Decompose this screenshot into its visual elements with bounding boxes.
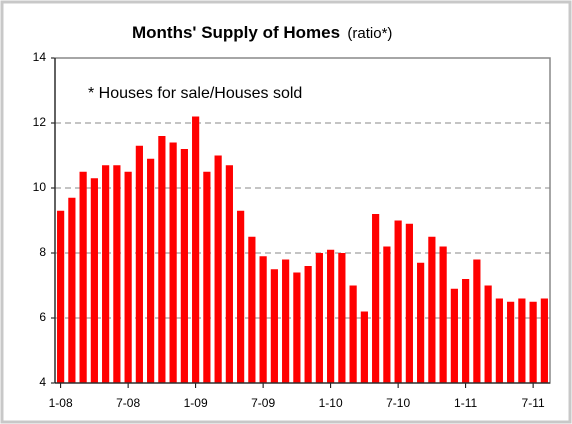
bar (327, 249, 335, 383)
annotation: * Houses for sale/Houses sold (88, 85, 302, 102)
bar (270, 269, 278, 383)
bar (90, 178, 98, 383)
bar (439, 246, 447, 383)
bar (214, 155, 222, 383)
bar (540, 298, 548, 383)
bar (428, 236, 436, 383)
bar (124, 171, 132, 383)
y-tick-label: 8 (39, 245, 46, 259)
bar (473, 259, 481, 383)
bar (394, 220, 402, 383)
x-tick-label: 7-10 (386, 396, 410, 410)
bar (113, 165, 121, 383)
bar (282, 259, 290, 383)
bar (507, 301, 515, 383)
x-tick-label: 7-09 (251, 396, 275, 410)
bar (225, 165, 233, 383)
bar (360, 311, 368, 383)
bar (495, 298, 503, 383)
chart-title: Months' Supply of Homes (132, 23, 340, 42)
bar (518, 298, 526, 383)
chart-subtitle: (ratio*) (347, 25, 392, 42)
bar (203, 171, 211, 383)
bar (484, 285, 492, 383)
y-tick-label: 14 (33, 50, 47, 64)
bar (450, 288, 458, 383)
bar (79, 171, 87, 383)
bar (304, 266, 312, 383)
bar (349, 285, 357, 383)
bar (293, 272, 301, 383)
y-tick-label: 4 (39, 375, 46, 389)
bar (529, 301, 537, 383)
bar (383, 246, 391, 383)
bar (102, 165, 110, 383)
x-tick-label: 1-10 (319, 396, 343, 410)
y-tick-label: 12 (33, 115, 47, 129)
x-tick-label: 1-09 (184, 396, 208, 410)
bar (462, 279, 470, 383)
y-tick-label: 10 (33, 180, 47, 194)
bar (259, 256, 267, 383)
bar (57, 210, 65, 383)
bar (68, 197, 76, 383)
bar (147, 158, 155, 383)
bar (237, 210, 245, 383)
x-tick-label: 1-08 (49, 396, 73, 410)
bar (158, 136, 166, 383)
bar (180, 149, 188, 383)
y-tick-label: 6 (39, 310, 46, 324)
bar (315, 253, 323, 383)
x-tick-label: 7-11 (522, 396, 545, 410)
bar (417, 262, 425, 383)
bar (405, 223, 413, 383)
bar (169, 142, 177, 383)
bar (248, 236, 256, 383)
bar (135, 145, 143, 383)
chart-title-group: Months' Supply of Homes (ratio*) (132, 23, 392, 42)
bar (192, 116, 200, 383)
bar (372, 214, 380, 383)
x-tick-label: 7-08 (116, 396, 140, 410)
bar (338, 253, 346, 383)
x-tick-label: 1-11 (454, 396, 477, 410)
